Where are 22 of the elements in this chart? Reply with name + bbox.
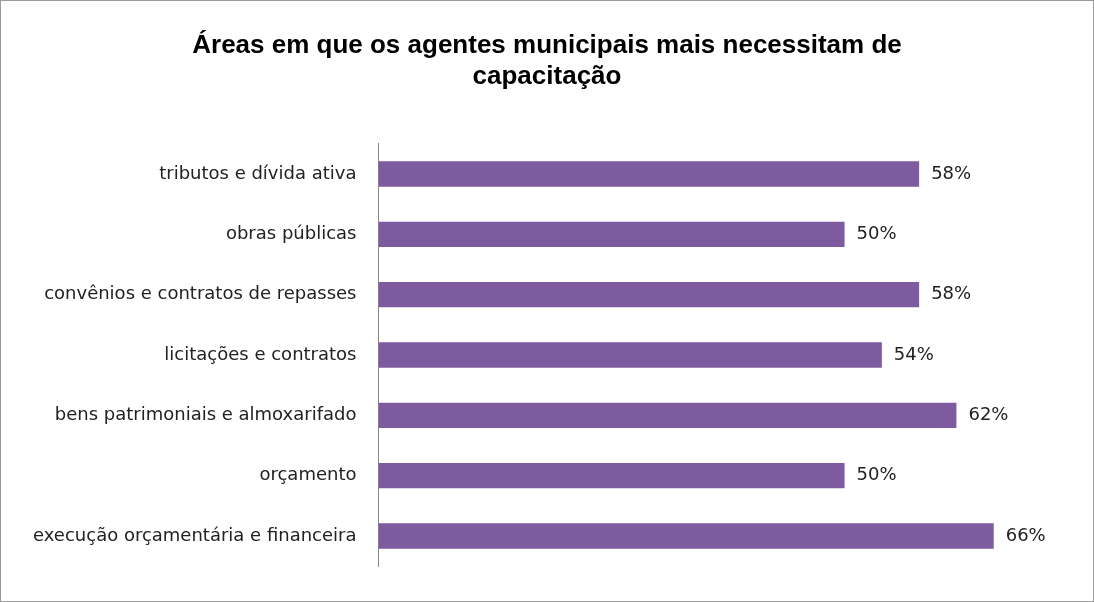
data-label: 66% xyxy=(1005,523,1046,545)
y-tick-label: tributos e dívida ativa xyxy=(159,161,357,183)
bar xyxy=(378,221,845,247)
bar xyxy=(378,161,920,187)
bar xyxy=(378,281,920,308)
data-label: 58% xyxy=(931,282,972,304)
bar xyxy=(378,342,882,368)
bar xyxy=(378,402,957,429)
chart-title: Áreas em que os agentes municipais mais necessitam de capacitação xyxy=(191,29,903,91)
y-tick-label: bens patrimoniais e almoxarifado xyxy=(54,403,357,425)
y-tick-label: orçamento xyxy=(259,463,357,485)
bar xyxy=(378,463,845,489)
y-tick-label: convênios e contratos de repasses xyxy=(44,282,357,304)
y-tick-label: licitações e contratos xyxy=(164,342,357,364)
y-tick-label: obras públicas xyxy=(225,221,357,243)
data-label: 50% xyxy=(856,221,897,243)
data-label: 58% xyxy=(931,161,972,183)
y-tick-label: execução orçamentária e financeira xyxy=(33,523,357,545)
data-label: 50% xyxy=(856,463,897,485)
data-label: 62% xyxy=(968,403,1009,425)
bar xyxy=(378,523,994,549)
data-label: 54% xyxy=(893,342,934,364)
